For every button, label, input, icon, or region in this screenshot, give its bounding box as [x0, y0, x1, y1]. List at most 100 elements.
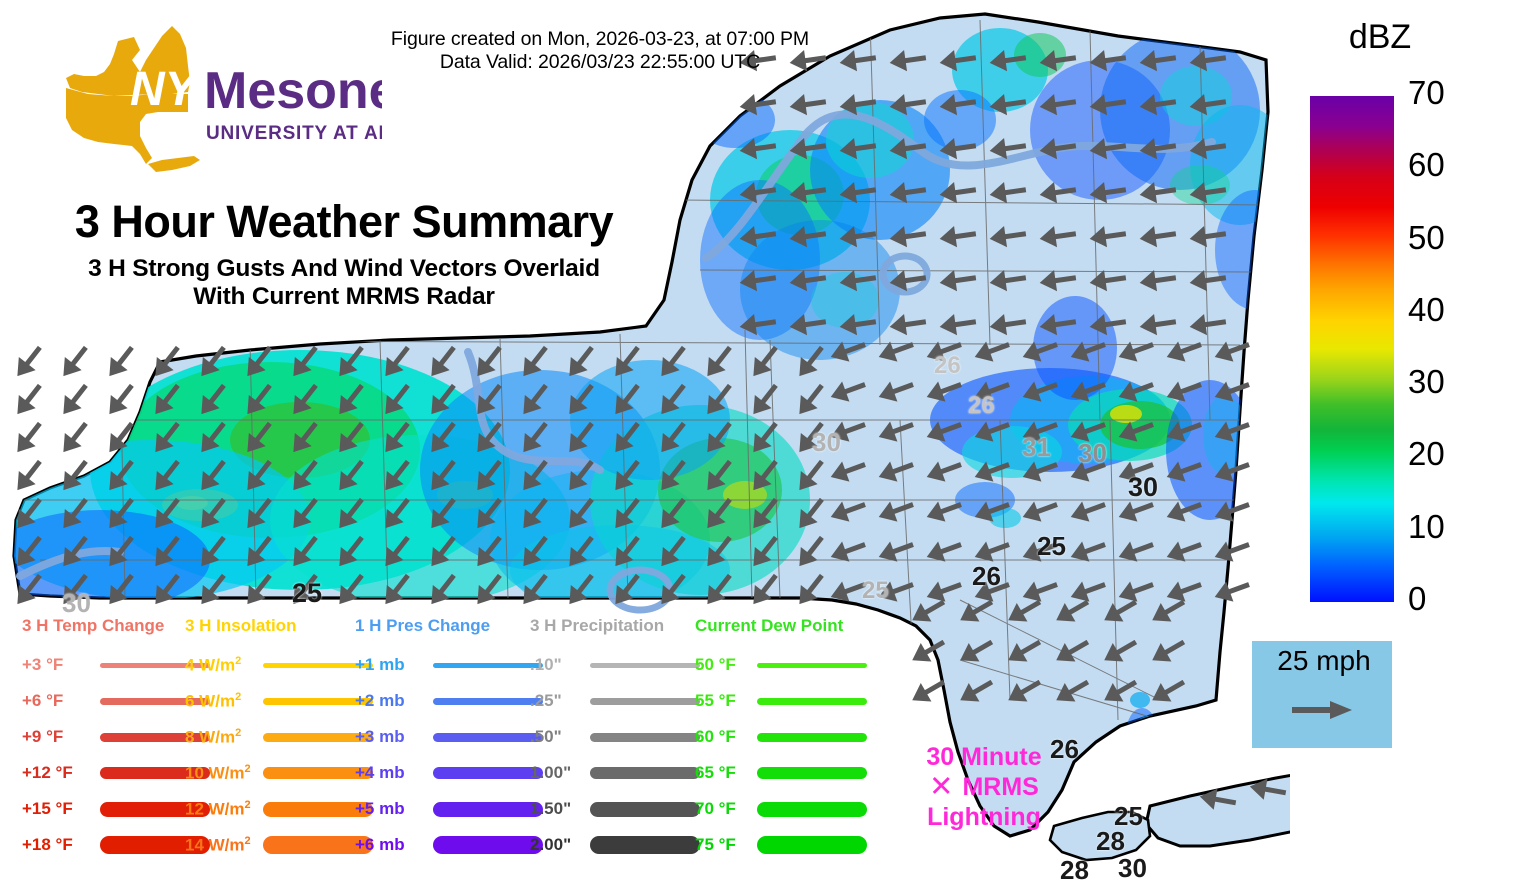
wind-arrow-icon [912, 639, 946, 662]
wind-arrow-icon [799, 535, 824, 567]
legend-row[interactable]: 70 °F [695, 798, 867, 820]
wind-arrow-icon [739, 138, 777, 160]
wind-arrow-icon [293, 535, 318, 567]
legend-row[interactable]: +6 mb [355, 834, 543, 856]
legend-row[interactable]: 8 W/m2 [185, 726, 373, 748]
legend-row[interactable]: +1 mb [355, 654, 543, 676]
wind-arrow-icon [569, 497, 594, 529]
wind-arrow-icon [989, 138, 1027, 160]
wind-arrow-icon [1214, 381, 1250, 402]
legend-column-title: 1 H Pres Change [355, 616, 491, 635]
wind-arrow-icon [830, 461, 866, 482]
wind-arrow-icon [247, 535, 272, 567]
wind-arrow-icon [753, 383, 778, 415]
legend-row-label: +12 °F [22, 763, 73, 782]
legend-row[interactable]: 50 °F [695, 654, 867, 676]
wind-arrow-icon [830, 541, 866, 562]
legend-row-swatch [100, 697, 210, 705]
legend-row[interactable]: +15 °F [22, 798, 210, 820]
wind-arrow-icon [431, 459, 456, 491]
wind-arrow-icon [960, 679, 994, 702]
legend-row[interactable]: 55 °F [695, 690, 867, 712]
wind-arrow-icon [201, 383, 226, 415]
wind-arrow-icon [1139, 226, 1177, 248]
legend-row[interactable]: +4 mb [355, 762, 543, 784]
legend-row[interactable]: 14 W/m2 [185, 834, 373, 856]
legend-row[interactable]: 4 W/m2 [185, 654, 373, 676]
wind-arrow-icon [789, 182, 827, 204]
wind-arrow-icon [615, 383, 640, 415]
wind-arrow-icon [878, 541, 914, 562]
wind-arrow-icon [878, 381, 914, 402]
legend-row[interactable]: +3 mb [355, 726, 543, 748]
wind-arrow-icon [431, 573, 456, 605]
legend-row-swatch [757, 836, 867, 854]
wind-arrow-icon [109, 573, 134, 605]
legend-row[interactable]: .25" [530, 690, 700, 712]
page-title: 3 Hour Weather Summary [74, 196, 614, 247]
wind-arrow-icon [889, 270, 927, 292]
wind-arrow-icon [926, 421, 962, 442]
wind-arrow-icon [17, 535, 42, 567]
legend-row[interactable]: +9 °F [22, 726, 210, 748]
wind-arrow-icon [739, 182, 777, 204]
wind-arrow-icon [569, 573, 594, 605]
wind-arrow-icon [989, 182, 1027, 204]
legend-row-label: 8 W/m2 [185, 726, 242, 747]
legend-row[interactable]: 75 °F [695, 834, 867, 856]
legend-row-label: +3 mb [355, 727, 405, 746]
legend-row-swatch [100, 662, 210, 668]
legend-row-label: 50 °F [695, 655, 736, 674]
legend-row[interactable]: 6 W/m2 [185, 690, 373, 712]
legend-row[interactable]: .50" [530, 726, 700, 748]
wind-arrow-icon [989, 270, 1027, 292]
wind-arrow-icon [926, 341, 962, 362]
wind-arrow-icon [385, 421, 410, 453]
wind-arrow-icon [1139, 94, 1177, 116]
legend-row-label: 2.00" [530, 835, 572, 854]
dbz-colorbar[interactable] [1310, 96, 1394, 602]
wind-arrow-icon [1214, 461, 1250, 482]
legend-row[interactable]: +6 °F [22, 690, 210, 712]
wind-arrow-icon [1039, 138, 1077, 160]
wind-arrow-icon [1070, 421, 1106, 442]
legend-row[interactable]: 60 °F [695, 726, 867, 748]
wind-arrow-icon [1166, 421, 1202, 442]
colorbar-tick-70: 70 [1408, 74, 1445, 111]
weather-map[interactable]: 30 25 26 26 31 30 30 25 30 25 26 26 25 28 28 30 [0, 0, 1290, 885]
wind-arrow-icon [1214, 501, 1250, 522]
legend-row[interactable]: 2.00" [530, 834, 700, 856]
legend-row[interactable]: +18 °F [22, 834, 210, 856]
legend-row[interactable]: +3 °F [22, 654, 210, 676]
legend-row[interactable]: 1.00" [530, 762, 700, 784]
legend-row[interactable]: .10" [530, 654, 700, 676]
wind-arrow-icon [739, 226, 777, 248]
legend-row[interactable]: 12 W/m2 [185, 798, 373, 820]
legend-row[interactable]: 65 °F [695, 762, 867, 784]
wind-arrow-icon [912, 679, 946, 702]
legend-row[interactable]: +12 °F [22, 762, 210, 784]
wind-arrow-icon [247, 497, 272, 529]
wind-arrow-icon [1139, 50, 1177, 72]
colorbar-tick-50: 50 [1408, 218, 1445, 256]
wind-arrow-icon [707, 421, 732, 453]
wind-arrow-icon [477, 497, 502, 529]
legend-row-label: .50" [530, 727, 562, 746]
page-subtitle-line-1: 3 H Strong Gusts And Wind Vectors Overla… [88, 255, 600, 282]
wind-arrow-icon [1139, 270, 1177, 292]
legend-row[interactable]: 1.50" [530, 798, 700, 820]
legend-row-label: .10" [530, 655, 562, 674]
legend-row[interactable]: +2 mb [355, 690, 543, 712]
page-subtitle-line-2: With Current MRMS Radar [193, 283, 495, 310]
legend-row-swatch [100, 767, 210, 779]
wind-arrow-icon [293, 421, 318, 453]
wind-arrow-icon [109, 421, 134, 453]
wind-arrow-icon [109, 459, 134, 491]
wind-arrow-icon [661, 383, 686, 415]
wind-arrow-icon [1166, 581, 1202, 602]
wind-arrow-icon [799, 497, 824, 529]
legend-row[interactable]: +5 mb [355, 798, 543, 820]
wind-arrow-icon [1166, 461, 1202, 482]
wind-arrow-icon [247, 421, 272, 453]
legend-row[interactable]: 10 W/m2 [185, 762, 373, 784]
